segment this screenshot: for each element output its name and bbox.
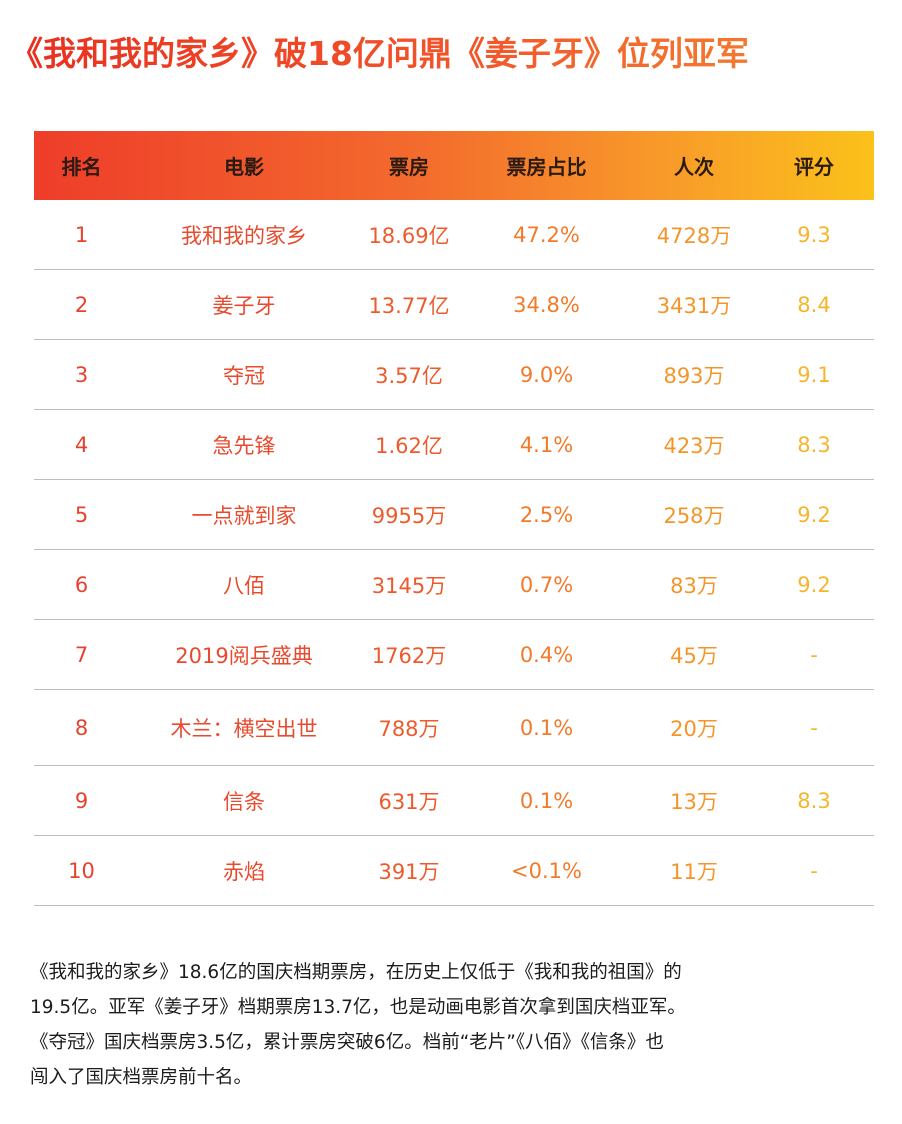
admissions-cell: 13万 — [670, 789, 718, 814]
summary-line: 闯入了国庆档票房前十名。 — [30, 1067, 253, 1088]
rank-cell: 3 — [74, 362, 89, 387]
table-row: 6 八佰 3145万 0.7% 83万 9.2 — [34, 550, 874, 620]
rank-cell: 7 — [74, 642, 89, 667]
rank-cell: 6 — [74, 572, 89, 597]
rating-cell: 9.2 — [797, 572, 831, 597]
admissions-cell: 4728万 — [656, 223, 732, 248]
table-row: 2 姜子牙 13.77亿 34.8% 3431万 8.4 — [34, 270, 874, 340]
movie-cell: 急先锋 — [212, 433, 276, 458]
box-office-cell: 13.77亿 — [368, 293, 450, 318]
header-share: 票房占比 — [506, 155, 587, 179]
box-office-cell: 3145万 — [371, 573, 447, 598]
rating-cell: 9.2 — [797, 502, 831, 527]
header-movie: 电影 — [224, 155, 264, 179]
rank-cell: 1 — [74, 222, 89, 247]
box-office-cell: 788万 — [378, 716, 440, 741]
rating-cell: 9.1 — [797, 362, 831, 387]
table-row: 1 我和我的家乡 18.69亿 47.2% 4728万 9.3 — [34, 200, 874, 270]
admissions-cell: 258万 — [663, 503, 725, 528]
box-office-table: 排名 电影 票房 票房占比 人次 评分 1 我和我的家乡 18.69亿 47.2% 47… — [34, 131, 874, 906]
share-cell: 2.5% — [519, 502, 574, 527]
table-header: 排名 电影 票房 票房占比 人次 评分 — [34, 131, 874, 200]
rank-cell: 10 — [68, 858, 95, 883]
movie-cell: 信条 — [223, 789, 265, 814]
page-title: 《我和我的家乡》破18亿问鼎《姜子牙》位列亚军 — [10, 30, 892, 78]
table-row: 3 夺冠 3.57亿 9.0% 893万 9.1 — [34, 340, 874, 410]
rating-cell: 8.4 — [797, 292, 831, 317]
box-office-cell: 391万 — [378, 859, 440, 884]
movie-cell: 2019阅兵盛典 — [175, 643, 313, 668]
table-row: 8 木兰：横空出世 788万 0.1% 20万 - — [34, 690, 874, 766]
rating-cell: - — [810, 715, 818, 740]
share-cell: 47.2% — [513, 222, 580, 247]
box-office-cell: 1762万 — [371, 643, 447, 668]
table-row: 5 一点就到家 9955万 2.5% 258万 9.2 — [34, 480, 874, 550]
admissions-cell: 11万 — [670, 859, 718, 884]
movie-cell: 木兰：横空出世 — [170, 716, 318, 741]
box-office-cell: 18.69亿 — [368, 223, 450, 248]
summary-paragraph: 《我和我的家乡》18.6亿的国庆档期票房，在历史上仅低于《我和我的祖国》的 19… — [30, 955, 882, 1095]
table-row: 10 赤焰 391万 <0.1% 11万 - — [34, 836, 874, 906]
rating-cell: 8.3 — [797, 788, 831, 813]
share-cell: <0.1% — [511, 858, 582, 883]
box-office-cell: 631万 — [378, 789, 440, 814]
admissions-cell: 3431万 — [656, 293, 732, 318]
header-rating: 评分 — [794, 155, 834, 179]
share-cell: 0.4% — [519, 642, 574, 667]
table-row: 4 急先锋 1.62亿 4.1% 423万 8.3 — [34, 410, 874, 480]
movie-cell: 一点就到家 — [191, 503, 297, 528]
rating-cell: - — [810, 858, 818, 883]
box-office-cell: 9955万 — [371, 503, 447, 528]
share-cell: 0.1% — [519, 788, 574, 813]
share-cell: 0.7% — [519, 572, 574, 597]
summary-line: 19.5亿。亚军《姜子牙》档期票房13.7亿，也是动画电影首次拿到国庆档亚军。 — [30, 997, 686, 1018]
admissions-cell: 83万 — [670, 573, 718, 598]
rating-cell: 8.3 — [797, 432, 831, 457]
admissions-cell: 45万 — [670, 643, 718, 668]
box-office-cell: 1.62亿 — [375, 433, 443, 458]
rating-cell: 9.3 — [797, 222, 831, 247]
movie-cell: 赤焰 — [223, 859, 265, 884]
admissions-cell: 893万 — [663, 363, 725, 388]
header-rank: 排名 — [61, 155, 102, 179]
table-row: 7 2019阅兵盛典 1762万 0.4% 45万 - — [34, 620, 874, 690]
admissions-cell: 423万 — [663, 433, 725, 458]
rank-cell: 2 — [74, 292, 89, 317]
header-box-office: 票房 — [389, 155, 429, 179]
header-admissions: 人次 — [674, 155, 714, 179]
rank-cell: 8 — [74, 715, 89, 740]
movie-cell: 我和我的家乡 — [181, 223, 307, 248]
share-cell: 0.1% — [519, 715, 574, 740]
box-office-cell: 3.57亿 — [375, 363, 443, 388]
table-row: 9 信条 631万 0.1% 13万 8.3 — [34, 766, 874, 836]
share-cell: 9.0% — [519, 362, 574, 387]
movie-cell: 姜子牙 — [212, 293, 276, 318]
movie-cell: 八佰 — [223, 573, 265, 598]
summary-line: 《夺冠》国庆档票房3.5亿，累计票房突破6亿。档前“老片”《八佰》《信条》也 — [30, 1032, 664, 1053]
share-cell: 34.8% — [513, 292, 580, 317]
table-body: 1 我和我的家乡 18.69亿 47.2% 4728万 9.3 2 姜子牙 13.77亿 34.8… — [34, 200, 874, 906]
rank-cell: 5 — [74, 502, 89, 527]
rank-cell: 4 — [74, 432, 89, 457]
admissions-cell: 20万 — [670, 716, 718, 741]
movie-cell: 夺冠 — [223, 363, 265, 388]
summary-line: 《我和我的家乡》18.6亿的国庆档期票房，在历史上仅低于《我和我的祖国》的 — [30, 962, 682, 983]
share-cell: 4.1% — [519, 432, 574, 457]
rank-cell: 9 — [74, 788, 89, 813]
rating-cell: - — [810, 642, 818, 667]
